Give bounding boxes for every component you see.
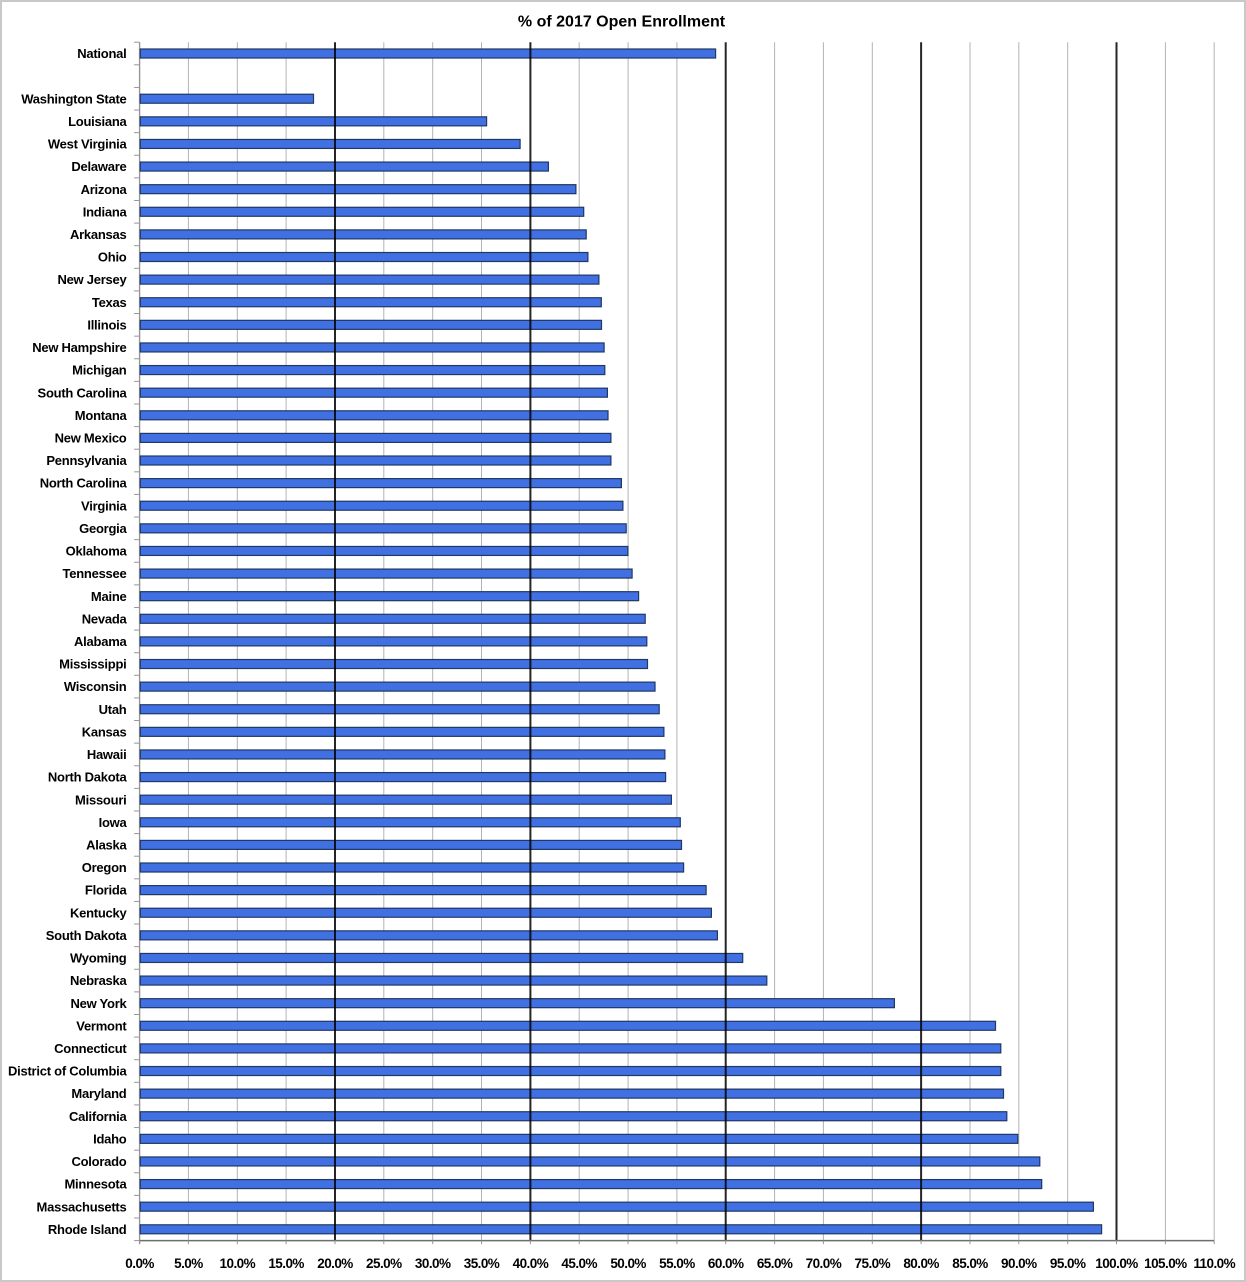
svg-text:Illinois: Illinois	[87, 317, 126, 332]
svg-text:Nevada: Nevada	[82, 611, 128, 626]
svg-text:Arizona: Arizona	[81, 182, 128, 197]
svg-text:New Jersey: New Jersey	[57, 272, 127, 287]
svg-text:110.0%: 110.0%	[1193, 1256, 1235, 1271]
svg-text:North Dakota: North Dakota	[48, 770, 128, 785]
svg-text:20.0%: 20.0%	[317, 1256, 353, 1271]
svg-text:Alaska: Alaska	[86, 838, 127, 853]
svg-text:Connecticut: Connecticut	[54, 1041, 127, 1056]
svg-text:Arkansas: Arkansas	[70, 227, 127, 242]
svg-text:Vermont: Vermont	[76, 1018, 127, 1033]
svg-text:75.0%: 75.0%	[855, 1256, 891, 1271]
svg-text:Maryland: Maryland	[71, 1086, 126, 1101]
svg-text:California: California	[69, 1109, 127, 1124]
svg-text:New Hampshire: New Hampshire	[32, 340, 126, 355]
svg-text:Wyoming: Wyoming	[70, 951, 127, 966]
svg-text:Colorado: Colorado	[71, 1154, 126, 1169]
svg-text:40.0%: 40.0%	[513, 1256, 549, 1271]
svg-text:South Dakota: South Dakota	[46, 928, 128, 943]
svg-text:Indiana: Indiana	[83, 204, 128, 219]
svg-text:South Carolina: South Carolina	[38, 385, 128, 400]
svg-text:Delaware: Delaware	[71, 159, 126, 174]
svg-text:50.0%: 50.0%	[610, 1256, 646, 1271]
svg-text:Minnesota: Minnesota	[64, 1177, 127, 1192]
svg-text:Washington State: Washington State	[21, 91, 126, 106]
svg-text:North Carolina: North Carolina	[40, 476, 128, 491]
svg-text:30.0%: 30.0%	[415, 1256, 451, 1271]
svg-text:65.0%: 65.0%	[757, 1256, 793, 1271]
svg-text:Kansas: Kansas	[82, 724, 127, 739]
svg-text:25.0%: 25.0%	[366, 1256, 402, 1271]
svg-text:95.0%: 95.0%	[1050, 1256, 1086, 1271]
svg-text:Florida: Florida	[85, 883, 128, 898]
svg-text:Idaho: Idaho	[93, 1131, 127, 1146]
svg-text:90.0%: 90.0%	[1001, 1256, 1037, 1271]
svg-text:Pennsylvania: Pennsylvania	[46, 453, 127, 468]
svg-text:% of 2017 Open Enrollment: % of 2017 Open Enrollment	[518, 13, 726, 30]
svg-text:Wisconsin: Wisconsin	[64, 679, 127, 694]
svg-text:Alabama: Alabama	[74, 634, 127, 649]
svg-text:105.0%: 105.0%	[1144, 1256, 1187, 1271]
svg-text:Maine: Maine	[91, 589, 127, 604]
svg-text:15.0%: 15.0%	[268, 1256, 304, 1271]
svg-text:45.0%: 45.0%	[561, 1256, 597, 1271]
svg-text:Kentucky: Kentucky	[70, 905, 128, 920]
svg-text:Oklahoma: Oklahoma	[66, 544, 128, 559]
svg-text:Missouri: Missouri	[75, 792, 126, 807]
svg-text:Georgia: Georgia	[79, 521, 127, 536]
svg-text:Mississippi: Mississippi	[59, 657, 126, 672]
svg-text:Iowa: Iowa	[99, 815, 128, 830]
svg-text:Nebraska: Nebraska	[70, 973, 128, 988]
svg-text:Michigan: Michigan	[72, 363, 127, 378]
svg-text:0.0%: 0.0%	[125, 1256, 154, 1271]
svg-text:Montana: Montana	[75, 408, 128, 423]
svg-text:Louisiana: Louisiana	[68, 114, 127, 129]
svg-text:New Mexico: New Mexico	[55, 431, 127, 446]
svg-text:60.0%: 60.0%	[708, 1256, 744, 1271]
svg-text:National: National	[77, 46, 126, 61]
svg-text:Rhode Island: Rhode Island	[48, 1222, 127, 1237]
svg-text:Oregon: Oregon	[82, 860, 127, 875]
svg-text:70.0%: 70.0%	[806, 1256, 842, 1271]
svg-text:55.0%: 55.0%	[659, 1256, 695, 1271]
svg-text:80.0%: 80.0%	[903, 1256, 939, 1271]
svg-text:New York: New York	[70, 996, 127, 1011]
svg-text:Hawaii: Hawaii	[87, 747, 127, 762]
svg-text:5.0%: 5.0%	[174, 1256, 203, 1271]
svg-text:85.0%: 85.0%	[952, 1256, 988, 1271]
svg-text:35.0%: 35.0%	[464, 1256, 500, 1271]
svg-text:District of Columbia: District of Columbia	[8, 1064, 128, 1079]
svg-text:Texas: Texas	[92, 295, 127, 310]
svg-text:Ohio: Ohio	[98, 250, 127, 265]
svg-text:Virginia: Virginia	[81, 498, 127, 513]
svg-text:Massachusetts: Massachusetts	[37, 1199, 127, 1214]
svg-text:West Virginia: West Virginia	[48, 137, 128, 152]
svg-text:Tennessee: Tennessee	[63, 566, 127, 581]
svg-text:100.0%: 100.0%	[1095, 1256, 1138, 1271]
svg-text:10.0%: 10.0%	[220, 1256, 256, 1271]
svg-text:Utah: Utah	[99, 702, 127, 717]
